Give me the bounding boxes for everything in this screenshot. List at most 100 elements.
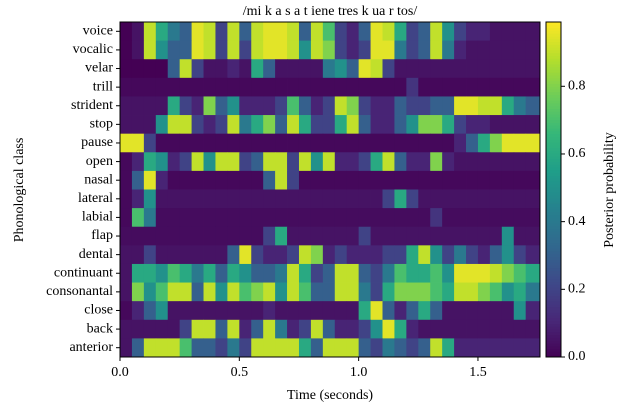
heatmap-cell xyxy=(203,282,216,302)
heatmap-cell xyxy=(191,115,204,135)
colorbar-segment xyxy=(546,69,561,73)
heatmap-cell xyxy=(227,338,240,358)
heatmap-cell xyxy=(489,77,503,97)
colorbar-segment xyxy=(546,306,561,311)
heatmap-cell xyxy=(382,59,395,79)
heatmap-cell xyxy=(442,96,455,116)
heatmap-cell xyxy=(430,226,443,246)
heatmap-cell xyxy=(275,208,288,228)
colorbar-segment xyxy=(546,345,561,350)
heatmap-cell xyxy=(143,115,157,135)
colorbar-segment xyxy=(546,72,561,76)
heatmap-cell xyxy=(394,319,407,339)
colorbar-segment xyxy=(546,153,561,157)
heatmap-cell xyxy=(466,22,479,42)
heatmap-cell xyxy=(525,263,541,283)
heatmap-cell xyxy=(418,282,431,302)
y-tick-label: nasal xyxy=(84,172,113,187)
heatmap-cell xyxy=(346,59,360,79)
heatmap-cell xyxy=(203,40,216,60)
heatmap-cell xyxy=(120,338,133,358)
heatmap-cell xyxy=(334,77,348,97)
heatmap-cell xyxy=(120,59,133,79)
heatmap-cell xyxy=(179,40,192,60)
heatmap-cell xyxy=(263,152,276,172)
colorbar-segment xyxy=(546,161,561,165)
heatmap-cell xyxy=(358,22,371,42)
y-tick-label: vocalic xyxy=(73,42,113,57)
heatmap-cell xyxy=(346,170,360,190)
heatmap-cell xyxy=(394,22,407,42)
heatmap-cell xyxy=(143,170,157,190)
heatmap-cell xyxy=(203,22,216,42)
heatmap-cell xyxy=(287,59,300,79)
heatmap-cell xyxy=(155,263,169,283)
heatmap-cell xyxy=(430,301,443,321)
heatmap-cell xyxy=(287,22,300,42)
heatmap-cell xyxy=(489,152,503,172)
heatmap-cell xyxy=(346,77,360,97)
heatmap-cell xyxy=(382,319,395,339)
colorbar-segment xyxy=(546,49,561,54)
heatmap-cell xyxy=(406,208,419,228)
heatmap-cell xyxy=(382,96,395,116)
heatmap-cell xyxy=(263,170,276,190)
heatmap-cell xyxy=(275,133,288,153)
heatmap-cell xyxy=(442,40,455,60)
heatmap-cell xyxy=(239,115,252,135)
x-tick-label: 0.0 xyxy=(111,365,129,380)
colorbar-segment xyxy=(546,317,561,322)
heatmap-cell xyxy=(382,22,395,42)
heatmap-cell xyxy=(454,170,467,190)
heatmap-cell xyxy=(406,245,419,265)
heatmap-cell xyxy=(275,96,288,116)
colorbar-segment xyxy=(546,89,561,93)
heatmap-cell xyxy=(489,319,503,339)
heatmap-cell xyxy=(275,301,288,321)
heatmap-cell xyxy=(322,319,336,339)
heatmap-cell xyxy=(346,208,360,228)
heatmap-cell xyxy=(501,96,515,116)
heatmap-cell xyxy=(370,319,383,339)
heatmap-cell xyxy=(466,282,479,302)
colorbar-segment xyxy=(546,343,561,347)
heatmap-cell xyxy=(155,22,169,42)
heatmap-cell xyxy=(525,189,541,209)
heatmap-cell xyxy=(382,245,395,265)
heatmap-cell xyxy=(239,263,252,283)
heatmap-cell xyxy=(227,226,240,246)
heatmap-cell xyxy=(179,226,192,246)
heatmap-cell xyxy=(239,282,252,302)
heatmap-cell xyxy=(215,189,228,209)
heatmap-cell xyxy=(298,59,312,79)
x-tick-label: 1.5 xyxy=(469,365,487,380)
heatmap-cell xyxy=(501,170,515,190)
heatmap-cell xyxy=(215,59,228,79)
heatmap-cell xyxy=(120,208,133,228)
heatmap-cell xyxy=(203,96,216,116)
heatmap-cell xyxy=(466,59,479,79)
colorbar-segment xyxy=(546,248,561,252)
heatmap-cell xyxy=(322,226,336,246)
heatmap-cell xyxy=(131,226,145,246)
colorbar-segment xyxy=(546,125,561,129)
heatmap-cell xyxy=(239,77,252,97)
colorbar-segment xyxy=(546,192,561,196)
heatmap-cell xyxy=(406,77,419,97)
heatmap-cell xyxy=(466,245,479,265)
heatmap-cell xyxy=(418,96,431,116)
heatmap-cell xyxy=(155,59,169,79)
heatmap-cell xyxy=(275,77,288,97)
heatmap-cell xyxy=(263,189,276,209)
heatmap-cell xyxy=(501,226,515,246)
heatmap-cell xyxy=(501,208,515,228)
heatmap-cell xyxy=(191,319,204,339)
heatmap-cell xyxy=(430,133,443,153)
heatmap-cell xyxy=(513,133,527,153)
heatmap-cell xyxy=(334,189,348,209)
colorbar-segment xyxy=(546,130,561,135)
heatmap-cell xyxy=(275,152,288,172)
heatmap-cell xyxy=(477,152,491,172)
heatmap-cell xyxy=(143,301,157,321)
